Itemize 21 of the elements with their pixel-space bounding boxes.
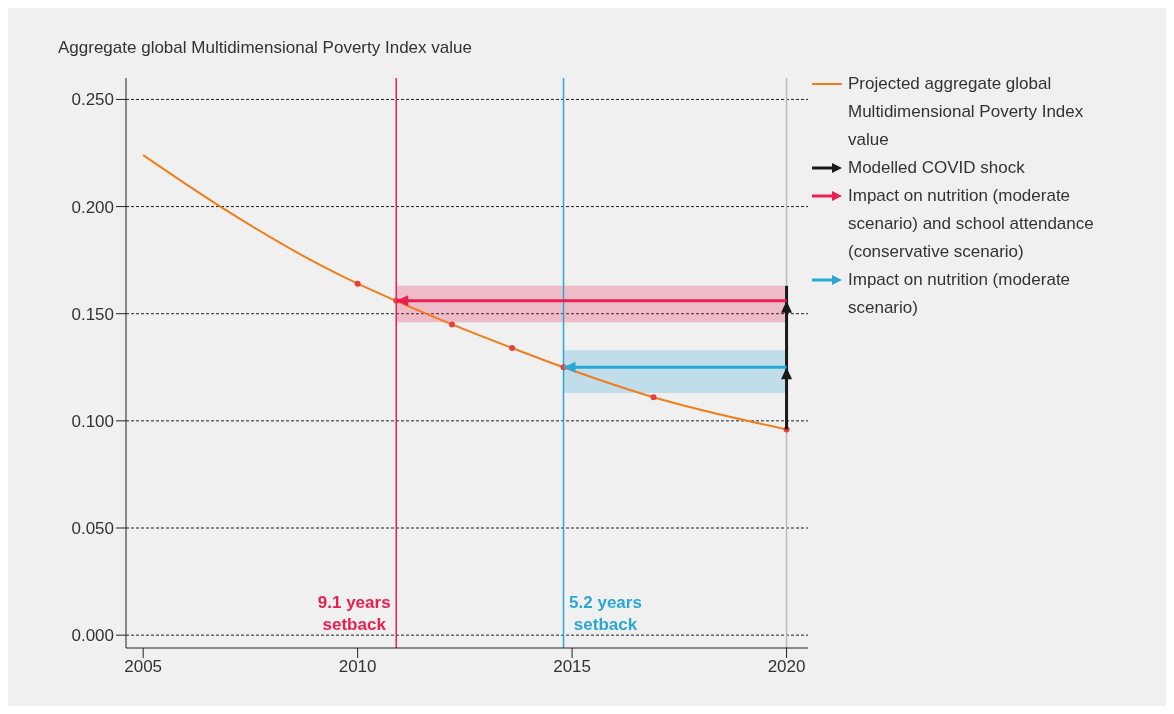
legend-label: Impact on nutrition (moderate scenario) and school attendance (conservative scenario) <box>848 185 1095 263</box>
legend-label: Modelled COVID shock <box>848 157 1026 179</box>
point <box>650 394 657 401</box>
x-tick-label: 2010 <box>338 657 377 677</box>
y-tick-label: 0.050 <box>71 519 114 539</box>
ref-line-label: 9.1 years setback <box>317 593 391 634</box>
y-axis-title: Aggregate global Multidimensional Poverty Index value <box>58 38 472 58</box>
y-tick-label: 0.150 <box>71 304 114 324</box>
x-tick-label: 2020 <box>767 657 806 677</box>
legend-label: Projected aggregate global Multidimensional Poverty Index value <box>848 73 1085 151</box>
y-tick-label: 0.100 <box>71 411 114 431</box>
y-tick-label: 0.200 <box>71 197 114 217</box>
point <box>448 321 455 328</box>
x-tick-label: 2005 <box>124 657 163 677</box>
point <box>354 280 361 287</box>
y-tick-label: 0.000 <box>71 626 114 646</box>
y-tick-label: 0.250 <box>71 90 114 110</box>
x-tick-label: 2015 <box>553 657 591 677</box>
point <box>509 345 516 351</box>
ref-line-label: 5.2 years setback <box>569 593 642 634</box>
legend-label: Impact on nutrition (moderate scenario) <box>848 269 1072 319</box>
